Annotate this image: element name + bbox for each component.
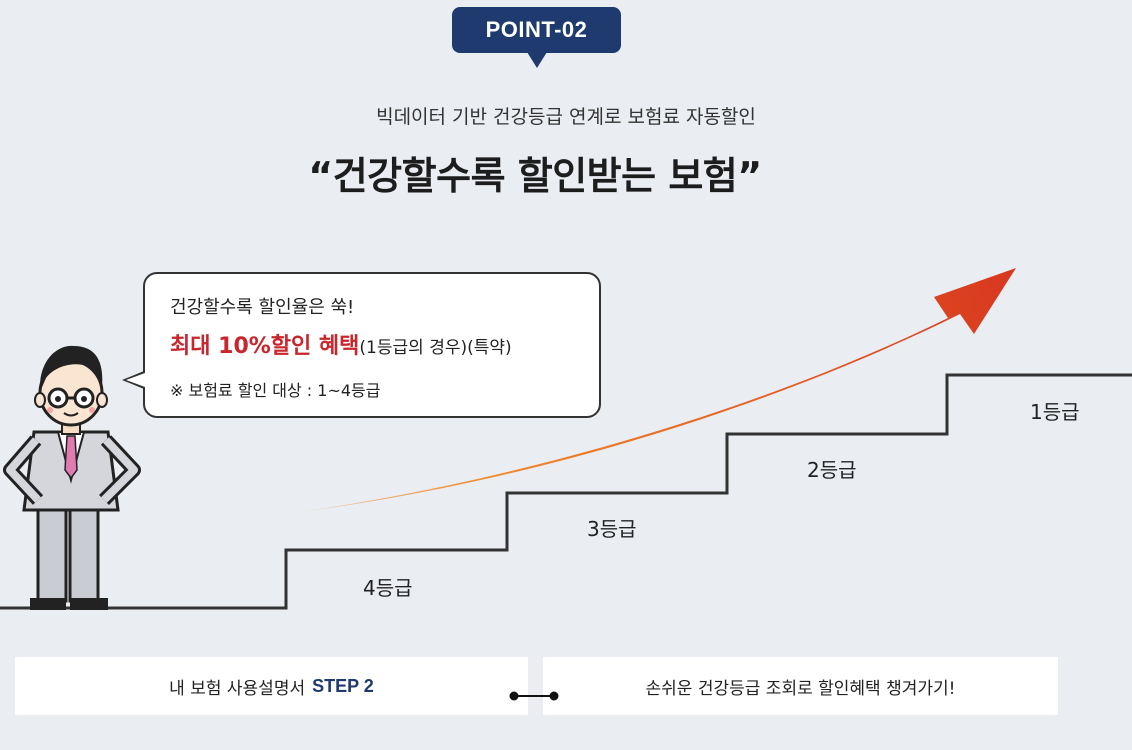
point-badge-label: POINT-02 xyxy=(485,17,588,42)
businessman-character-icon xyxy=(3,345,141,610)
discount-highlight: 최대 10%할인 혜택 xyxy=(170,334,360,359)
manual-step-card[interactable]: 내 보험 사용설명서 STEP 2 xyxy=(15,657,528,715)
bubble-line-1: 건강할수록 할인율은 쑥! xyxy=(170,297,355,318)
discount-benefit-label: 손쉬운 건강등급 조회로 할인혜택 챙겨가기! xyxy=(645,678,956,699)
grade-label-4: 4등급 xyxy=(363,576,413,600)
section-subtitle: 빅데이터 기반 건강등급 연계로 보험료 자동할인 xyxy=(376,106,756,128)
manual-step-label: 내 보험 사용설명서 xyxy=(169,678,306,699)
manual-step-number: STEP 2 xyxy=(312,675,374,696)
point-badge: POINT-02 xyxy=(452,7,621,53)
bubble-note: ※ 보험료 할인 대상 : 1~4등급 xyxy=(170,381,381,400)
discount-benefit-card[interactable]: 손쉬운 건강등급 조회로 할인혜택 챙겨가기! xyxy=(543,657,1058,715)
grade-label-2: 2등급 xyxy=(807,458,857,482)
speech-bubble xyxy=(143,272,601,418)
section-headline: “건강할수록 할인받는 보험” xyxy=(308,154,762,198)
discount-condition: (1등급의 경우)(특약) xyxy=(359,338,512,358)
grade-label-1: 1등급 xyxy=(1030,400,1080,424)
speech-bubble-tail-fill xyxy=(126,373,145,387)
grade-label-3: 3등급 xyxy=(587,517,637,541)
stair-line xyxy=(0,373,1132,610)
card-connector-icon xyxy=(509,691,559,701)
bubble-discount-line: 최대 10%할인 혜택(1등급의 경우)(특약) xyxy=(170,328,512,360)
point-badge-pointer xyxy=(527,52,547,68)
